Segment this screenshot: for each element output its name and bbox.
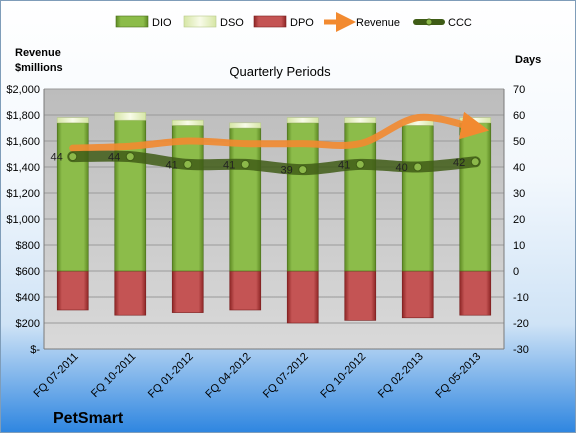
revenue-line: [69, 111, 490, 152]
left-tick-label: $1,800: [6, 110, 40, 122]
x-tick-label: FQ 07-2011: [31, 351, 80, 400]
ccc-data-label: 41: [223, 159, 235, 171]
ccc-point: [68, 152, 78, 162]
x-tick-label: FQ 04-2012: [203, 351, 253, 401]
left-tick-label: $800: [16, 240, 40, 252]
left-axis-title-units: $millions: [15, 62, 63, 74]
x-tick-label: FQ 10-2011: [89, 351, 138, 400]
bar-dpo: [286, 270, 319, 324]
x-tick-label: FQ 10-2012: [318, 351, 368, 401]
ccc-point: [470, 157, 480, 167]
legend-swatch-dso: [183, 15, 217, 28]
bar-dpo: [229, 270, 262, 311]
bar-dpo: [459, 270, 492, 316]
left-tick-label: $400: [16, 292, 40, 304]
bar-dso: [344, 117, 377, 124]
x-tick-label: FQ 07-2012: [261, 351, 311, 401]
ccc-point: [355, 159, 365, 169]
right-tick-label: 10: [513, 240, 525, 252]
right-axis-ticks: -30 -20 -10 0 10 20 30 40 50 60 70: [513, 84, 529, 356]
left-tick-label: $1,600: [6, 136, 40, 148]
right-axis-title: Days: [515, 54, 541, 66]
ccc-data-label: 41: [338, 159, 350, 171]
bar-dio: [171, 125, 204, 272]
right-tick-label: 60: [513, 110, 525, 122]
bar-dpo: [171, 270, 204, 313]
right-tick-label: 40: [513, 162, 525, 174]
legend-label-dpo: DPO: [290, 17, 314, 29]
legend-label-revenue: Revenue: [356, 17, 400, 29]
x-tick-label: FQ 02-2013: [376, 351, 426, 401]
ccc-line: 44 44 41 41 39 41 40 42: [51, 150, 481, 177]
right-tick-label: 70: [513, 84, 525, 96]
bar-dio: [459, 122, 492, 272]
company-name: PetSmart: [53, 410, 124, 427]
ccc-data-label: 42: [453, 157, 465, 169]
legend-label-dso: DSO: [220, 17, 244, 29]
ccc-data-label: 39: [281, 165, 293, 177]
left-tick-label: $600: [16, 266, 40, 278]
left-axis-ticks: $- $200 $400 $600 $800 $1,000 $1,200 $1,400 $1,6…: [6, 84, 40, 356]
right-tick-label: 30: [513, 188, 525, 200]
legend-marker-ccc: [425, 18, 433, 26]
right-tick-label: -30: [513, 344, 529, 356]
legend-swatch-dpo: [253, 15, 287, 28]
bar-dpo: [114, 270, 147, 316]
left-axis-title: Revenue: [15, 47, 61, 59]
ccc-point: [413, 162, 423, 172]
ccc-data-label: 40: [396, 162, 408, 174]
right-tick-label: 20: [513, 214, 525, 226]
chart-title: Quarterly Periods: [229, 64, 331, 79]
ccc-data-label: 41: [166, 159, 178, 171]
left-tick-label: $1,000: [6, 214, 40, 226]
legend-swatch-dio: [115, 15, 149, 28]
left-tick-label: $2,000: [6, 84, 40, 96]
left-tick-label: $-: [30, 344, 40, 356]
legend: DIO DSO DPO Revenue CCC: [115, 12, 472, 32]
bar-dpo: [56, 270, 89, 311]
x-tick-label: FQ 01-2012: [146, 351, 196, 401]
ccc-data-label: 44: [108, 152, 120, 164]
bar-dpo: [401, 270, 434, 319]
ccc-point: [183, 159, 193, 169]
left-tick-label: $1,400: [6, 162, 40, 174]
bar-dso: [56, 117, 89, 124]
bar-dso: [114, 112, 147, 121]
ccc-point: [240, 159, 250, 169]
bar-dio: [401, 125, 434, 272]
ccc-point: [125, 152, 135, 162]
right-tick-label: -10: [513, 292, 529, 304]
x-tick-label: FQ 05-2013: [433, 351, 483, 401]
legend-label-ccc: CCC: [448, 17, 472, 29]
right-tick-label: 50: [513, 136, 525, 148]
left-tick-label: $1,200: [6, 188, 40, 200]
left-tick-label: $200: [16, 318, 40, 330]
ccc-point: [298, 165, 308, 175]
revenue-series-line: [69, 111, 490, 152]
ccc-series-line: [67, 150, 481, 176]
right-tick-label: 0: [513, 266, 519, 278]
bar-dpo: [344, 270, 377, 321]
ccc-data-label: 44: [51, 152, 63, 164]
legend-label-dio: DIO: [152, 17, 172, 29]
right-tick-label: -20: [513, 318, 529, 330]
bar-dso: [286, 117, 319, 124]
bar-dio: [286, 122, 319, 272]
bar-dso: [229, 122, 262, 129]
bar-dio: [229, 127, 262, 272]
bar-dso: [171, 119, 204, 126]
x-axis-ticks: FQ 07-2011 FQ 10-2011 FQ 01-2012 FQ 04-2012…: [31, 351, 483, 401]
